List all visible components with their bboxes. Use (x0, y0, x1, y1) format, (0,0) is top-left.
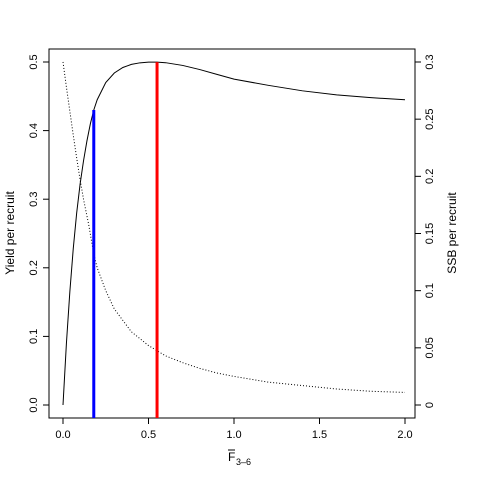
y-left-tick-label: 0.3 (28, 192, 40, 207)
x-axis-label: F (228, 450, 235, 464)
y-left-axis-label: Yield per recruit (3, 191, 17, 275)
reference-lines (92, 62, 159, 418)
y-right-axis-label: SSB per recruit (445, 192, 459, 274)
y-right-tick-label: 0.1 (424, 283, 436, 298)
yield-per-recruit-line (62, 61, 406, 406)
y-left-tick-label: 0.0 (28, 397, 40, 412)
plot-box (48, 48, 416, 419)
y-right-tick-label: 0.15 (424, 223, 436, 244)
x-tick-label: 1.5 (312, 429, 327, 441)
x-axis-label-subscript: 3–6 (236, 457, 251, 467)
y-right-tick-label: 0.3 (424, 54, 436, 69)
y-left-tick-label: 0.4 (28, 123, 40, 138)
y-left-axis: 0.0 0.1 0.2 0.3 0.4 0.5 (28, 54, 50, 413)
y-right-tick-label: 0 (424, 402, 436, 408)
x-tick-label: 2.0 (397, 429, 412, 441)
y-left-tick-label: 0.1 (28, 329, 40, 344)
x-tick-label: 0.0 (55, 429, 70, 441)
ssb-per-recruit-line (62, 61, 406, 393)
y-left-tick-label: 0.5 (28, 54, 40, 69)
y-right-axis: 0 0.05 0.1 0.15 0.2 0.25 0.3 (414, 54, 436, 408)
series-layer (62, 61, 406, 406)
y-right-tick-label: 0.2 (424, 169, 436, 184)
y-right-tick-label: 0.25 (424, 108, 436, 129)
x-axis: 0.0 0.5 1.0 1.5 2.0 (55, 417, 413, 441)
x-tick-label: 0.5 (141, 429, 156, 441)
y-right-tick-label: 0.05 (424, 337, 436, 358)
x-tick-label: 1.0 (226, 429, 241, 441)
y-left-tick-label: 0.2 (28, 260, 40, 275)
